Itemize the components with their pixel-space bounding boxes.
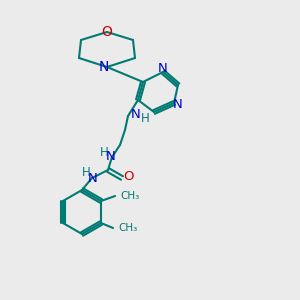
Text: N: N [99, 60, 109, 74]
Text: CH₃: CH₃ [118, 223, 137, 233]
Text: CH₃: CH₃ [120, 191, 139, 201]
Text: O: O [124, 170, 134, 184]
Text: N: N [173, 98, 183, 110]
Text: N: N [131, 107, 141, 121]
Text: H: H [100, 146, 108, 158]
Text: N: N [106, 151, 116, 164]
Text: N: N [158, 62, 168, 76]
Text: N: N [88, 172, 98, 184]
Text: H: H [141, 112, 149, 125]
Text: O: O [102, 25, 112, 39]
Text: H: H [82, 167, 90, 179]
